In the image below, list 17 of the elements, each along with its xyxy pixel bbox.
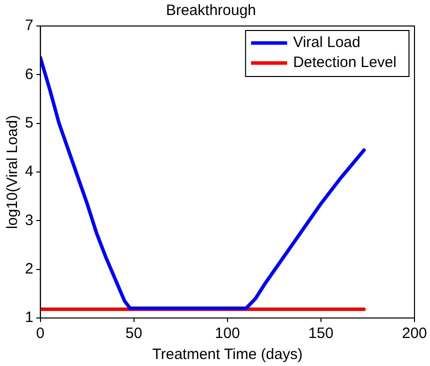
- y-tick-label: 4: [25, 163, 34, 180]
- y-tick-label: 7: [25, 17, 34, 34]
- y-tick-label: 6: [25, 66, 34, 83]
- legend-label: Detection Level: [293, 54, 396, 72]
- y-tick-label: 1: [25, 309, 34, 326]
- y-tick-label: 2: [25, 260, 34, 278]
- y-axis-title: log10(Viral Load): [4, 115, 22, 229]
- y-tick-label: 3: [25, 212, 34, 229]
- chart-title: Breakthrough: [166, 2, 256, 20]
- x-tick-label: 50: [126, 325, 142, 342]
- x-tick-label: 200: [402, 325, 427, 342]
- y-tick-label: 5: [25, 114, 34, 132]
- x-axis-title: Treatment Time (days): [152, 346, 303, 364]
- x-tick-label: 150: [308, 325, 334, 342]
- x-tick-label: 0: [36, 325, 45, 342]
- legend-label: Viral Load: [293, 34, 360, 52]
- x-tick-label: 100: [214, 325, 240, 342]
